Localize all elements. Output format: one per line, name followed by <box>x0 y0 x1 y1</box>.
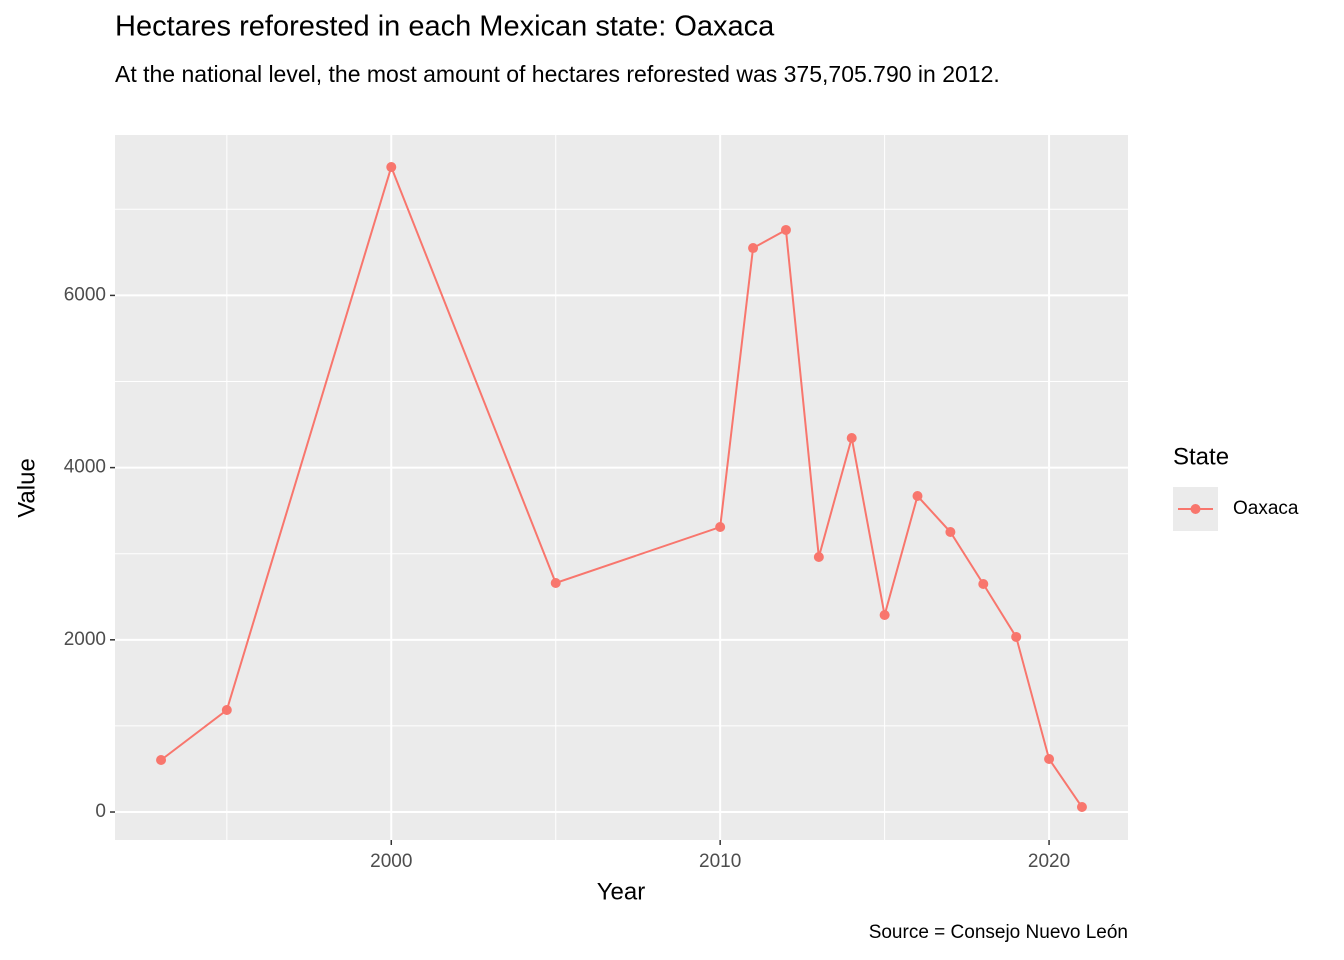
data-point <box>912 491 923 502</box>
data-point <box>846 432 857 443</box>
data-point <box>550 577 561 588</box>
data-point <box>813 551 824 562</box>
data-point <box>945 527 956 538</box>
data-point <box>156 755 167 766</box>
x-axis-title: Year <box>597 878 646 905</box>
data-point <box>715 522 726 533</box>
data-point <box>386 162 397 173</box>
data-point <box>780 224 791 235</box>
x-tick-label: 2020 <box>1028 851 1070 872</box>
legend-label: Oaxaca <box>1233 498 1299 519</box>
caption: Source = Consejo Nuevo León <box>869 922 1128 943</box>
legend-title: State <box>1173 443 1229 470</box>
data-point <box>748 243 759 254</box>
y-axis-title: Value <box>13 458 40 518</box>
data-point <box>1011 631 1022 642</box>
y-tick-label: 0 <box>95 801 106 822</box>
data-point <box>978 579 989 590</box>
y-tick-label: 2000 <box>64 629 106 650</box>
data-point <box>879 610 890 621</box>
legend-point <box>1190 504 1201 514</box>
chart-title: Hectares reforested in each Mexican stat… <box>115 11 775 43</box>
y-tick-label: 4000 <box>64 457 106 478</box>
data-point <box>1044 753 1055 764</box>
panel <box>115 135 1128 840</box>
series-line <box>160 163 1083 808</box>
chart-subtitle: At the national level, the most amount o… <box>115 61 1000 87</box>
data-point <box>1076 802 1087 813</box>
x-tick-label: 2010 <box>699 851 741 872</box>
data-point <box>221 704 232 715</box>
y-tick-label: 6000 <box>64 284 106 305</box>
x-tick-label: 2000 <box>370 851 412 872</box>
